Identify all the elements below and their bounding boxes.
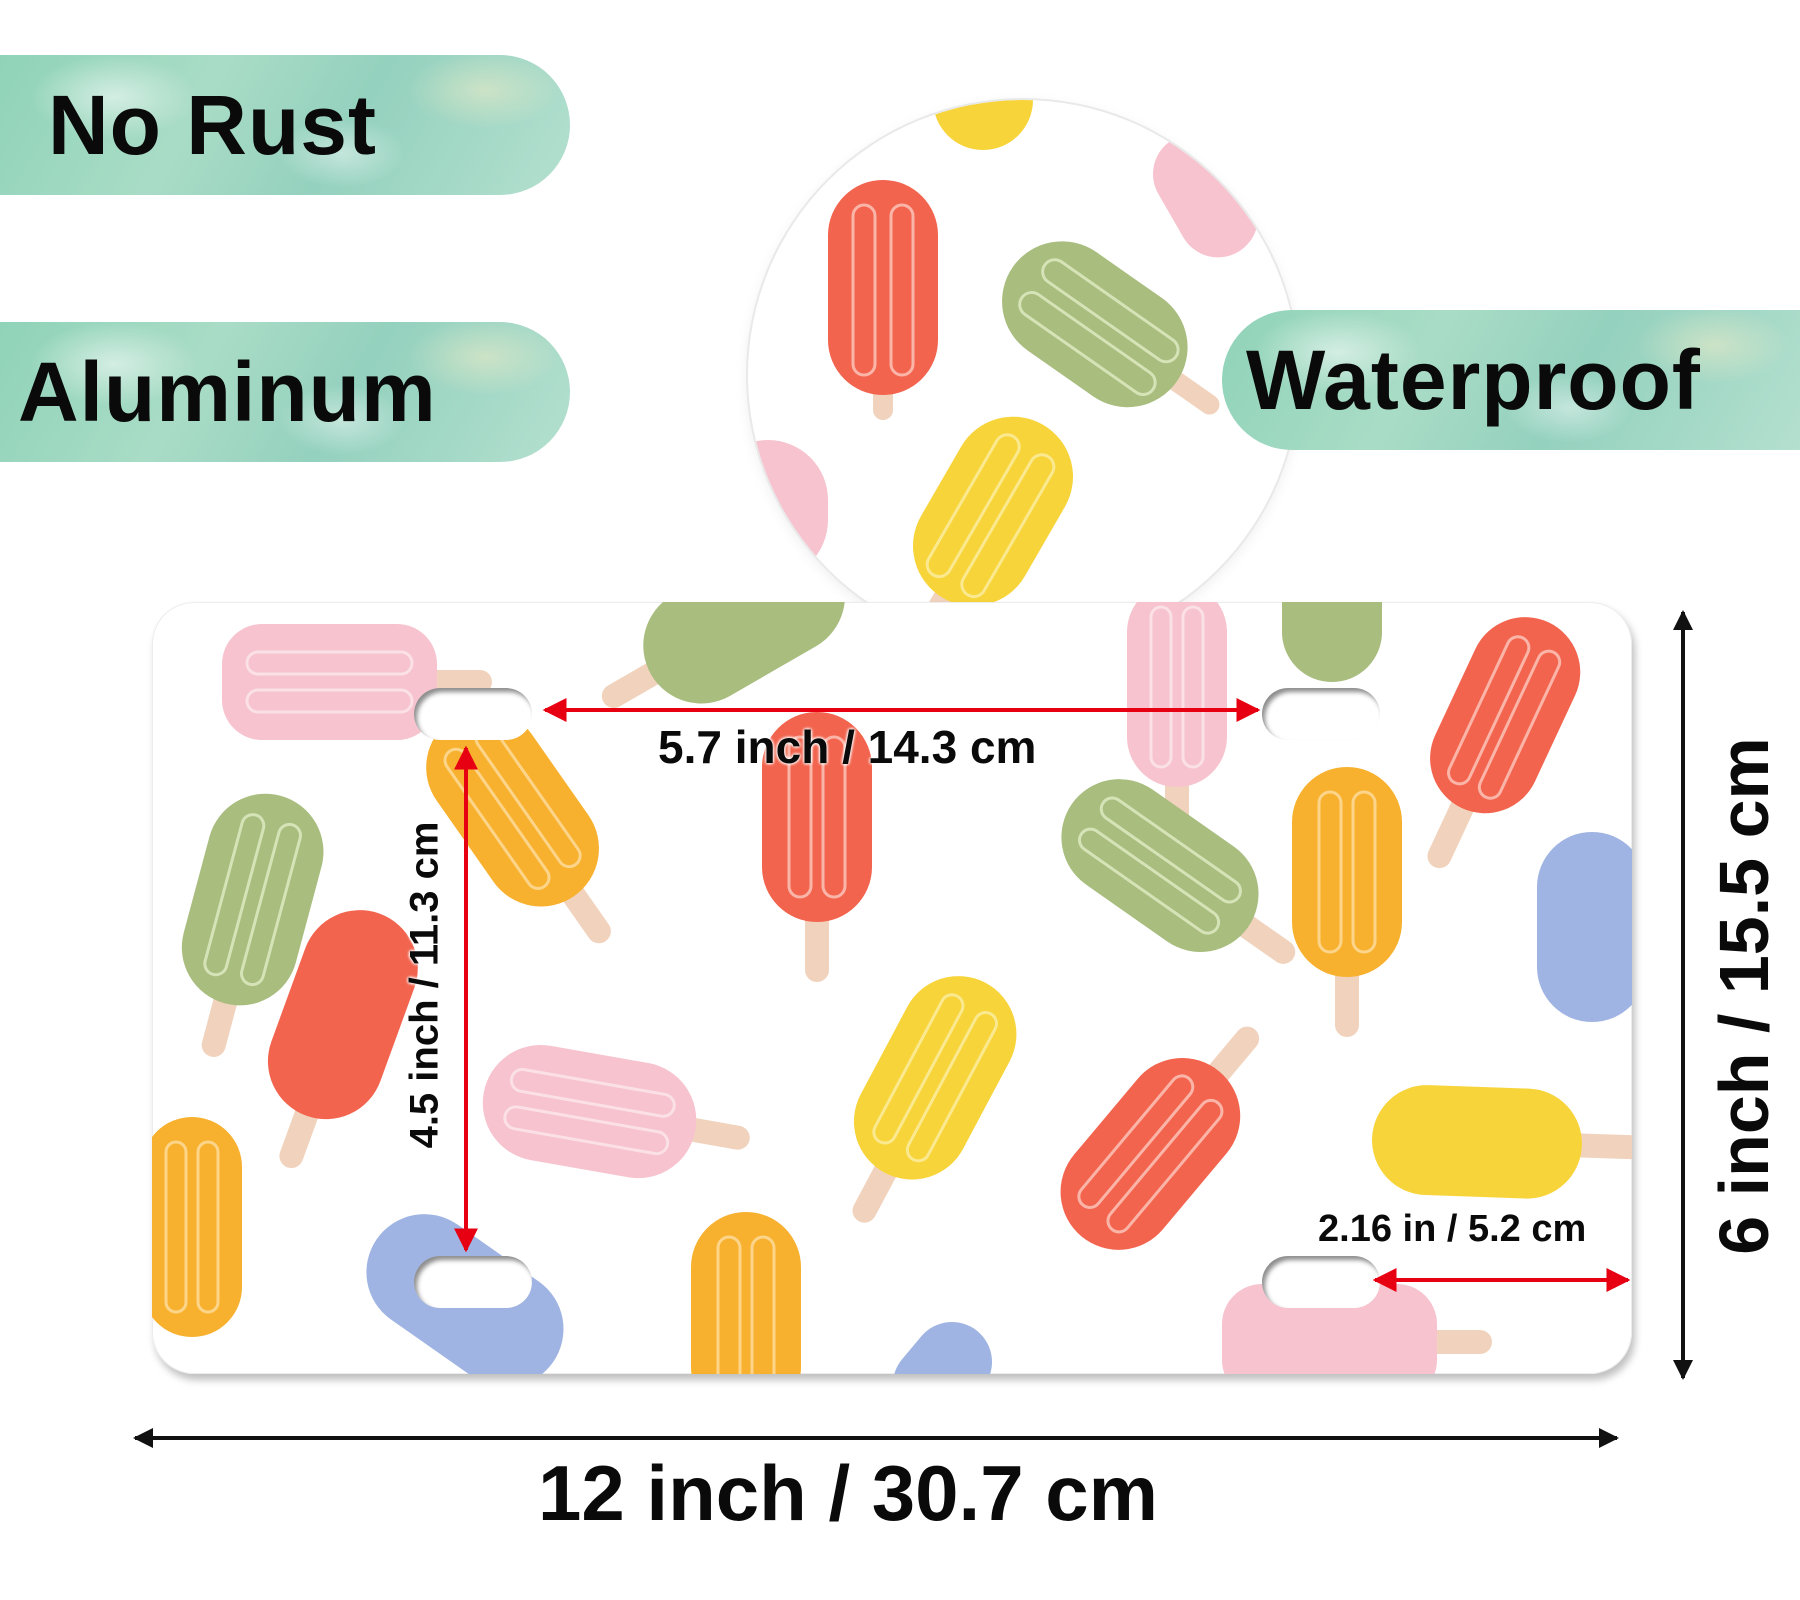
popsicle-icon — [1372, 1085, 1632, 1199]
popsicle-icon — [1427, 617, 1581, 869]
waterproof-badge: Waterproof — [1222, 310, 1800, 450]
popsicle-pattern — [152, 602, 1632, 1374]
popsicle-icon — [482, 1044, 750, 1179]
popsicle-icon — [1222, 1284, 1492, 1374]
mounting-slot-bottom-right — [1262, 1256, 1380, 1308]
popsicle-icon — [181, 793, 324, 1057]
aluminum-label: Aluminum — [18, 344, 437, 439]
popsicle-icon — [1537, 832, 1632, 1022]
slot-vertical-label: 4.5 inch / 11.3 cm — [402, 821, 447, 1149]
popsicle-icon — [1002, 241, 1220, 415]
popsicle-icon — [748, 440, 828, 580]
waterproof-label: Waterproof — [1246, 332, 1701, 427]
texture-zoom-circle — [748, 100, 1298, 650]
slot-horizontal-label: 5.7 inch / 14.3 cm — [658, 721, 1037, 773]
popsicle-icon — [1282, 602, 1382, 682]
popsicle-icon — [1292, 767, 1402, 1037]
popsicle-icon — [691, 1212, 801, 1374]
plate-height-label: 6 inch / 15.5 cm — [1705, 737, 1783, 1255]
popsicle-icon — [852, 976, 1017, 1223]
popsicle-icon — [892, 1322, 992, 1374]
popsicle-icon — [601, 602, 846, 708]
popsicle-icon — [762, 712, 872, 982]
no-rust-badge: No Rust — [0, 55, 570, 195]
popsicle-icon — [1061, 779, 1296, 964]
license-plate — [152, 602, 1632, 1374]
popsicle-icon — [1060, 1026, 1260, 1250]
no-rust-label: No Rust — [48, 77, 377, 172]
popsicle-icon — [933, 100, 1033, 150]
popsicle-icon — [828, 180, 938, 420]
zoom-popsicle-pattern — [748, 100, 1258, 643]
edge-offset-label: 2.16 in / 5.2 cm — [1318, 1208, 1587, 1250]
mounting-slot-bottom-left — [414, 1256, 532, 1308]
popsicle-icon — [1153, 134, 1258, 258]
popsicle-icon — [152, 1117, 242, 1337]
popsicle-icon — [267, 910, 418, 1169]
aluminum-badge: Aluminum — [0, 322, 570, 462]
mounting-slot-top-right — [1262, 688, 1380, 740]
plate-width-label: 12 inch / 30.7 cm — [538, 1449, 1159, 1537]
mounting-slot-top-left — [414, 688, 532, 740]
